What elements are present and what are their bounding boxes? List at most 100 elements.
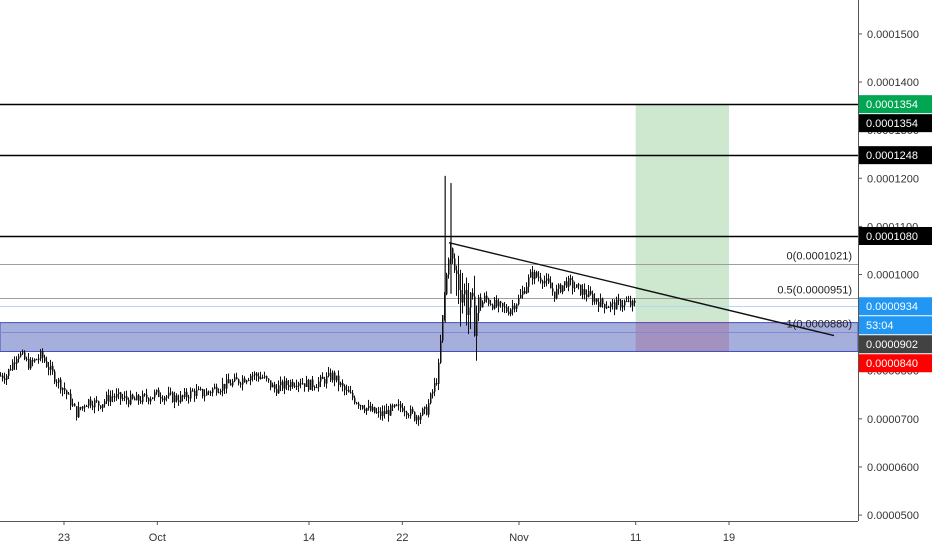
candle-158 bbox=[316, 384, 318, 389]
candle-body-49 bbox=[98, 401, 100, 406]
candle-body-170 bbox=[340, 382, 342, 385]
candle-77 bbox=[154, 389, 156, 401]
candle-132 bbox=[264, 371, 266, 379]
support-zone-band bbox=[0, 322, 859, 352]
candle-body-78 bbox=[156, 390, 158, 393]
candle-body-241 bbox=[482, 301, 484, 308]
candle-298 bbox=[596, 298, 598, 305]
candle-163 bbox=[326, 372, 328, 389]
candle-body-127 bbox=[254, 373, 256, 376]
candle-body-206 bbox=[412, 408, 414, 412]
candle-body-250 bbox=[500, 301, 502, 304]
candle-85 bbox=[170, 387, 172, 396]
candle-body-145 bbox=[290, 381, 292, 387]
candle-95 bbox=[190, 387, 192, 402]
candle-body-68 bbox=[136, 395, 138, 401]
candle-body-43 bbox=[86, 405, 88, 407]
candle-body-236 bbox=[472, 292, 474, 297]
candle-body-156 bbox=[312, 379, 314, 388]
candle-body-307 bbox=[614, 302, 616, 310]
candle-body-41 bbox=[82, 406, 84, 409]
candle-143 bbox=[286, 378, 288, 391]
candle-body-15 bbox=[30, 360, 32, 369]
candle-body-111 bbox=[222, 383, 224, 391]
candle-168 bbox=[336, 375, 338, 383]
profit-zone bbox=[635, 104, 729, 322]
candle-body-122 bbox=[244, 378, 246, 383]
candle-219 bbox=[438, 358, 440, 391]
candle-body-73 bbox=[146, 394, 148, 399]
candle-body-232 bbox=[464, 290, 466, 295]
candle-body-203 bbox=[406, 412, 408, 416]
candle-175 bbox=[350, 385, 352, 394]
candle-body-245 bbox=[490, 303, 492, 305]
candle-249 bbox=[498, 298, 500, 313]
candle-body-85 bbox=[170, 392, 172, 394]
price-tag-label-5: 53:04 bbox=[866, 320, 894, 332]
candle-body-191 bbox=[382, 411, 384, 417]
candle-54 bbox=[108, 389, 110, 406]
candle-body-183 bbox=[366, 408, 368, 412]
candle-17 bbox=[34, 358, 36, 363]
candle-291 bbox=[582, 284, 584, 300]
candle-body-189 bbox=[378, 411, 380, 413]
candle-body-2 bbox=[4, 378, 6, 380]
candle-231 bbox=[462, 272, 464, 314]
candle-body-74 bbox=[148, 398, 150, 402]
candle-102 bbox=[204, 389, 206, 402]
candle-25 bbox=[50, 359, 52, 376]
candle-body-194 bbox=[388, 409, 390, 416]
candle-body-202 bbox=[404, 411, 406, 413]
candle-body-38 bbox=[76, 406, 78, 418]
candle-244 bbox=[488, 297, 490, 307]
candle-303 bbox=[606, 301, 608, 310]
candle-body-119 bbox=[238, 379, 240, 384]
candle-body-290 bbox=[580, 284, 582, 295]
candle-body-148 bbox=[296, 385, 298, 387]
candle-137 bbox=[274, 381, 276, 393]
candle-121 bbox=[242, 375, 244, 391]
candle-body-167 bbox=[334, 372, 336, 381]
candle-body-59 bbox=[118, 392, 120, 395]
candle-265 bbox=[530, 269, 532, 278]
candle-body-29 bbox=[58, 379, 60, 383]
candle-body-292 bbox=[584, 288, 586, 295]
candle-312 bbox=[624, 299, 626, 311]
candle-body-190 bbox=[380, 411, 382, 417]
candle-body-265 bbox=[530, 271, 532, 278]
candle-body-123 bbox=[246, 380, 248, 383]
candle-267 bbox=[534, 269, 536, 285]
candle-body-207 bbox=[414, 411, 416, 421]
candle-body-211 bbox=[422, 408, 424, 416]
candle-260 bbox=[520, 289, 522, 299]
x-tick-label-1: Oct bbox=[149, 532, 166, 544]
candle-body-309 bbox=[618, 299, 620, 301]
candle-217 bbox=[434, 377, 436, 397]
x-tick-label-2: 14 bbox=[303, 532, 315, 544]
candle-body-80 bbox=[160, 396, 162, 399]
candle-body-84 bbox=[168, 392, 170, 397]
candle-body-136 bbox=[272, 384, 274, 388]
candle-body-46 bbox=[92, 405, 94, 408]
candle-179 bbox=[358, 401, 360, 409]
candle-71 bbox=[142, 390, 144, 405]
candle-body-135 bbox=[270, 380, 272, 388]
candle-body-66 bbox=[132, 394, 134, 399]
candle-body-278 bbox=[556, 288, 558, 299]
candle-body-243 bbox=[486, 295, 488, 300]
candle-body-126 bbox=[252, 375, 254, 377]
candle-body-39 bbox=[78, 407, 80, 418]
candle-body-152 bbox=[304, 383, 306, 387]
candle-body-158 bbox=[316, 387, 318, 389]
candle-307 bbox=[614, 299, 616, 316]
candle-body-5 bbox=[10, 369, 12, 371]
candle-body-244 bbox=[488, 299, 490, 304]
candle-182 bbox=[364, 404, 366, 414]
fib-label-1: 0.5(0.0000951) bbox=[777, 285, 852, 297]
candle-91 bbox=[182, 394, 184, 402]
candle-body-149 bbox=[298, 383, 300, 387]
candle-74 bbox=[148, 397, 150, 405]
candle-body-294 bbox=[588, 291, 590, 297]
candle-body-264 bbox=[528, 277, 530, 287]
candle-body-8 bbox=[16, 359, 18, 364]
